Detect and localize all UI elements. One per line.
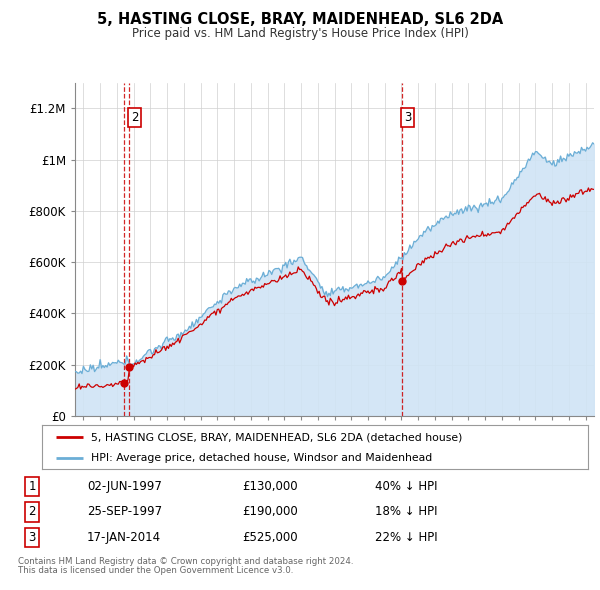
Text: 5, HASTING CLOSE, BRAY, MAIDENHEAD, SL6 2DA (detached house): 5, HASTING CLOSE, BRAY, MAIDENHEAD, SL6 … (91, 432, 463, 442)
Text: 17-JAN-2014: 17-JAN-2014 (87, 531, 161, 544)
Text: Contains HM Land Registry data © Crown copyright and database right 2024.: Contains HM Land Registry data © Crown c… (18, 557, 353, 566)
Text: £190,000: £190,000 (242, 505, 298, 519)
Text: 2: 2 (28, 505, 36, 519)
Text: 18% ↓ HPI: 18% ↓ HPI (375, 505, 437, 519)
Text: 40% ↓ HPI: 40% ↓ HPI (375, 480, 437, 493)
Text: £130,000: £130,000 (242, 480, 298, 493)
Text: 1: 1 (28, 480, 36, 493)
Text: 2: 2 (131, 111, 138, 124)
Text: HPI: Average price, detached house, Windsor and Maidenhead: HPI: Average price, detached house, Wind… (91, 453, 433, 463)
Text: £525,000: £525,000 (242, 531, 298, 544)
Text: 25-SEP-1997: 25-SEP-1997 (87, 505, 162, 519)
Text: 02-JUN-1997: 02-JUN-1997 (87, 480, 162, 493)
Text: 5, HASTING CLOSE, BRAY, MAIDENHEAD, SL6 2DA: 5, HASTING CLOSE, BRAY, MAIDENHEAD, SL6 … (97, 12, 503, 27)
Text: 22% ↓ HPI: 22% ↓ HPI (375, 531, 437, 544)
Text: Price paid vs. HM Land Registry's House Price Index (HPI): Price paid vs. HM Land Registry's House … (131, 27, 469, 40)
Text: 3: 3 (28, 531, 36, 544)
Text: 3: 3 (404, 111, 412, 124)
Text: This data is licensed under the Open Government Licence v3.0.: This data is licensed under the Open Gov… (18, 566, 293, 575)
